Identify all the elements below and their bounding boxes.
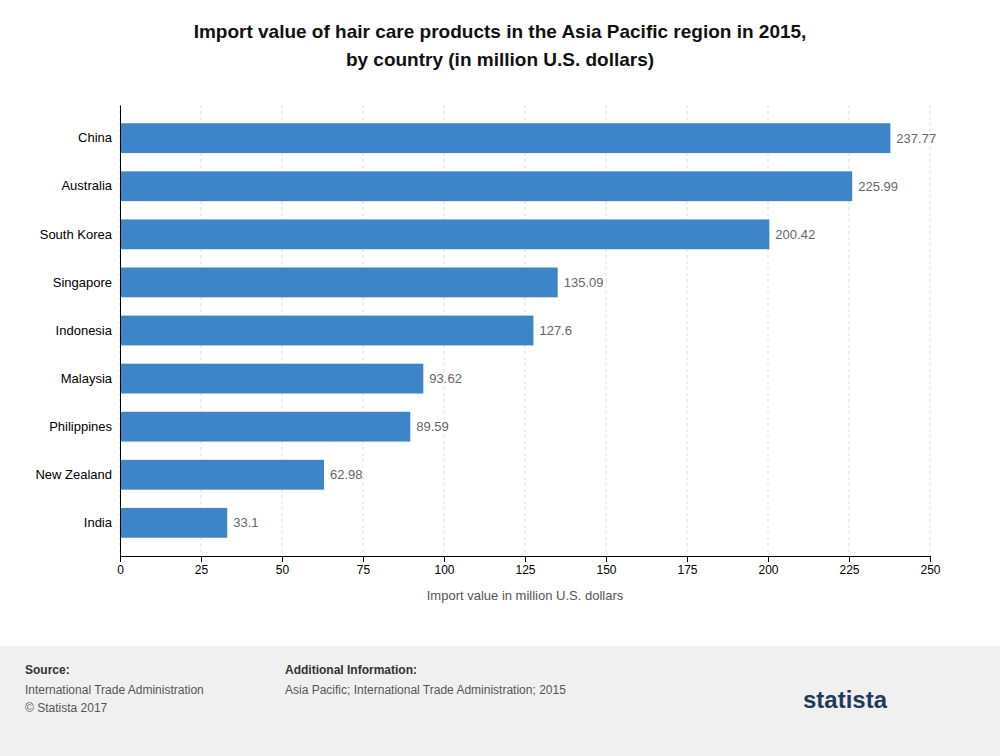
y-tick: Indonesia [56, 323, 120, 338]
data-label: 225.99 [858, 179, 898, 194]
y-tick-label: Indonesia [56, 323, 113, 338]
y-tick: China [78, 130, 120, 145]
y-tick-label: Malaysia [61, 371, 113, 386]
plot-area: 33.1 62.98 89.59 93.62 127.6 135.09 200.42 225.… [35, 105, 940, 603]
x-tick-mark [363, 556, 364, 562]
y-tick: Malaysia [61, 371, 120, 386]
x-tick-label: 250 [920, 563, 940, 577]
y-axis-line [120, 106, 121, 557]
data-label: 237.77 [896, 131, 936, 146]
grid-line [930, 105, 931, 556]
y-tick-label: New Zealand [35, 467, 112, 482]
bar [120, 268, 558, 298]
x-tick: 50 [276, 556, 290, 577]
data-labels: 33.1 62.98 89.59 93.62 127.6 135.09 200.42 225.… [233, 131, 936, 531]
bar [120, 460, 324, 490]
y-tick: New Zealand [35, 467, 120, 482]
data-label: 93.62 [429, 371, 462, 386]
x-tick: 25 [195, 556, 209, 577]
bar [120, 219, 769, 249]
x-tick: 100 [434, 556, 454, 577]
bar [120, 316, 533, 346]
footer: Source: International Trade Administratio… [0, 646, 1000, 756]
data-label: 135.09 [564, 275, 604, 290]
x-tick-mark [606, 556, 607, 562]
bar [120, 123, 890, 153]
y-axis: India New Zealand Philippines Malaysia Indon… [35, 106, 120, 557]
grid-line [120, 105, 121, 556]
x-tick-mark [444, 556, 445, 562]
x-tick-label: 50 [276, 563, 290, 577]
y-tick-label: China [78, 130, 113, 145]
annotation: Source: [25, 663, 70, 677]
x-tick-label: 125 [515, 563, 535, 577]
footer-background [0, 646, 1000, 756]
y-tick-label: Philippines [49, 419, 112, 434]
x-axis: 0 25 50 75 100 125 150 175 200 225 250 [117, 556, 941, 577]
x-tick: 150 [596, 556, 616, 577]
x-tick-label: 175 [677, 563, 697, 577]
x-tick-mark [282, 556, 283, 562]
x-tick-label: 75 [357, 563, 371, 577]
annotation: International Trade Administration [25, 683, 204, 697]
x-tick: 200 [758, 556, 778, 577]
title: Import value of hair care products in th… [194, 21, 807, 42]
x-tick: 250 [920, 556, 940, 577]
y-tick: Singapore [53, 275, 120, 290]
annotation: statista [803, 686, 888, 713]
y-tick: Australia [61, 178, 120, 193]
x-tick-label: 225 [839, 563, 859, 577]
subtitle: by country (in million U.S. dollars) [346, 49, 654, 70]
x-axis-title: Import value in million U.S. dollars [427, 588, 624, 603]
bar [120, 171, 852, 201]
x-tick-label: 100 [434, 563, 454, 577]
y-tick-label: India [84, 515, 113, 530]
x-tick: 225 [839, 556, 859, 577]
x-tick-mark [849, 556, 850, 562]
x-tick: 75 [357, 556, 371, 577]
x-tick-label: 200 [758, 563, 778, 577]
y-tick: South Korea [40, 226, 120, 241]
data-label: 62.98 [330, 467, 363, 482]
x-tick-label: 150 [596, 563, 616, 577]
x-tick-mark [525, 556, 526, 562]
x-tick: 125 [515, 556, 535, 577]
x-tick: 175 [677, 556, 697, 577]
y-tick-label: Singapore [53, 275, 112, 290]
x-tick: 0 [117, 556, 124, 577]
bar [120, 412, 410, 442]
data-label: 89.59 [416, 419, 449, 434]
x-tick-label: 25 [195, 563, 209, 577]
grid [120, 105, 930, 556]
bar [120, 364, 423, 394]
annotation: Asia Pacific; International Trade Admini… [285, 683, 566, 697]
y-tick: India [84, 515, 120, 530]
x-tick-mark [120, 556, 121, 562]
x-tick-mark [768, 556, 769, 562]
annotation: © Statista 2017 [25, 701, 108, 715]
bars [120, 123, 890, 537]
y-tick-label: Australia [61, 178, 112, 193]
y-tick: Philippines [49, 419, 120, 434]
x-tick-label: 0 [117, 563, 124, 577]
chart-svg: Import value of hair care products in th… [0, 0, 1000, 756]
data-label: 33.1 [233, 515, 258, 530]
title-group: Import value of hair care products in th… [194, 21, 807, 70]
x-tick-mark [201, 556, 202, 562]
data-label: 200.42 [775, 227, 815, 242]
data-label: 127.6 [539, 323, 572, 338]
x-tick-mark [930, 556, 931, 562]
y-tick-label: South Korea [40, 226, 113, 241]
bar [120, 508, 227, 538]
x-axis-line [121, 557, 931, 563]
x-tick-mark [687, 556, 688, 562]
annotation: Additional Information: [285, 663, 417, 677]
